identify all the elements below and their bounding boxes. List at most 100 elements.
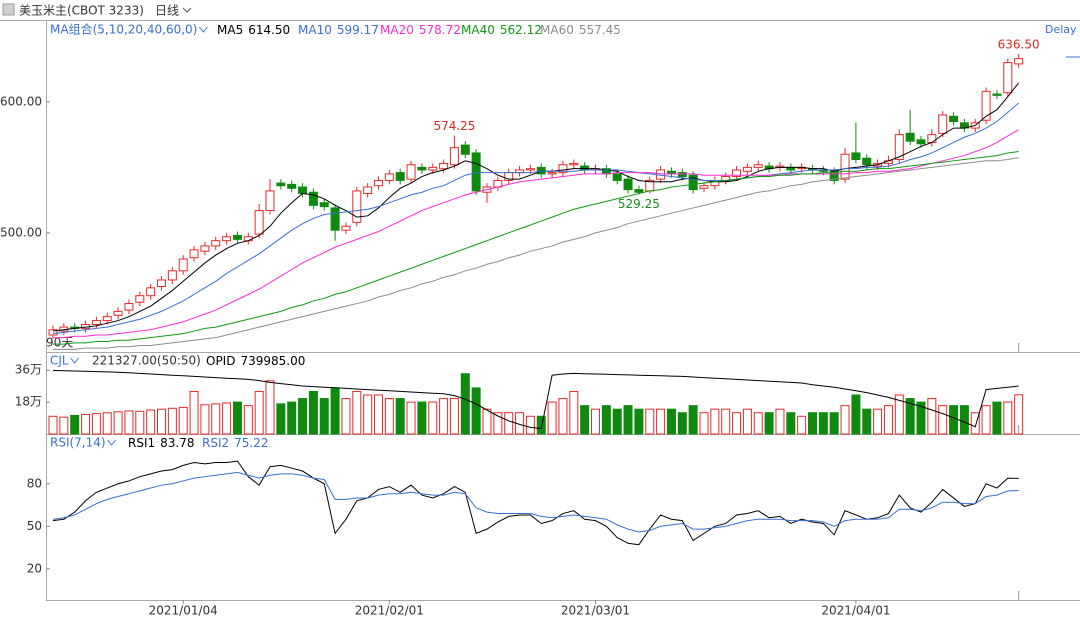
volume-bar bbox=[59, 416, 69, 435]
dropdown-chevron[interactable] bbox=[198, 26, 208, 33]
y-tick-label: 50 bbox=[27, 519, 42, 533]
candle-body bbox=[471, 152, 481, 192]
volume-bar bbox=[243, 405, 253, 435]
legend-value: 562.12 bbox=[500, 23, 542, 37]
volume-bar bbox=[623, 405, 633, 435]
volume-bar bbox=[471, 387, 481, 435]
candle-body bbox=[753, 164, 763, 168]
volume-bar bbox=[699, 412, 709, 435]
candle-body bbox=[634, 189, 644, 193]
volume-bar bbox=[363, 394, 373, 435]
volume-bar bbox=[927, 398, 937, 435]
legend-title: RSI(7,14) bbox=[50, 436, 106, 450]
volume-bar bbox=[330, 387, 340, 435]
volume-bar bbox=[786, 412, 796, 435]
candle-body bbox=[287, 183, 297, 189]
candle-body bbox=[460, 144, 470, 155]
volume-bar bbox=[395, 398, 405, 435]
volume-bar bbox=[265, 380, 275, 435]
volume-bar bbox=[178, 406, 188, 435]
series-line bbox=[53, 150, 1019, 345]
volume-bar bbox=[287, 401, 297, 435]
volume-bar bbox=[384, 398, 394, 435]
candle-body bbox=[558, 164, 568, 174]
candle-body bbox=[189, 249, 199, 259]
volume-bar bbox=[113, 411, 123, 435]
legend-name: MA10 bbox=[298, 23, 332, 37]
candle-body bbox=[265, 190, 275, 212]
candle-body bbox=[298, 186, 308, 195]
volume-bar bbox=[938, 405, 948, 435]
legend-entry: MA20 578.72 bbox=[380, 23, 461, 37]
period-dropdown[interactable] bbox=[182, 7, 192, 13]
candle-body bbox=[222, 236, 232, 242]
volume-bar bbox=[341, 398, 351, 435]
candle-body bbox=[547, 172, 557, 175]
candle-body bbox=[232, 234, 242, 240]
volume-bar bbox=[547, 401, 557, 435]
volume-bar bbox=[167, 407, 177, 435]
legend-entry: MA60 557.45 bbox=[540, 23, 621, 37]
volume-bar bbox=[449, 398, 459, 435]
volume-bar bbox=[439, 398, 449, 435]
candle-body bbox=[927, 134, 937, 143]
volume-bar bbox=[308, 390, 318, 435]
candle-body bbox=[612, 173, 622, 181]
volume-bar bbox=[873, 408, 883, 435]
series-line bbox=[52, 102, 1019, 335]
volume-bar bbox=[883, 405, 893, 435]
volume-bar bbox=[504, 412, 514, 435]
volume-bar bbox=[656, 408, 666, 435]
candle-body bbox=[48, 329, 58, 336]
instrument-title: 美玉米主(CBOT 3233) bbox=[19, 4, 144, 18]
volume-bar bbox=[601, 405, 611, 435]
volume-bar bbox=[232, 401, 242, 435]
volume-bar bbox=[677, 412, 687, 435]
candle-body bbox=[352, 190, 362, 223]
volume-bar bbox=[482, 408, 492, 435]
candle-body bbox=[742, 166, 752, 172]
dropdown-chevron[interactable] bbox=[70, 357, 79, 364]
volume-bar bbox=[580, 405, 590, 435]
x-tick-label: 2021/02/01 bbox=[355, 604, 424, 618]
extreme-label: 636.50 bbox=[998, 38, 1040, 52]
volume-bar bbox=[460, 373, 470, 435]
candle-body bbox=[330, 207, 340, 231]
volume-bar bbox=[721, 408, 731, 435]
dropdown-chevron[interactable] bbox=[107, 439, 116, 446]
candle-body bbox=[905, 132, 915, 142]
candle-body bbox=[677, 172, 687, 178]
volume-bar bbox=[417, 401, 427, 435]
volume-bar bbox=[851, 394, 861, 435]
volume-bar bbox=[710, 408, 720, 435]
series-line bbox=[52, 82, 1020, 332]
extreme-label: 529.25 bbox=[618, 197, 660, 211]
legend-entry: MA5 614.50 bbox=[217, 23, 290, 37]
volume-bar bbox=[298, 398, 308, 435]
legend-value: 221327.00(50:50) bbox=[92, 354, 201, 368]
volume-bar bbox=[732, 412, 742, 435]
candle-body bbox=[938, 114, 948, 134]
candle-body bbox=[417, 166, 427, 171]
candle-body bbox=[157, 279, 166, 288]
candle-body bbox=[276, 182, 286, 187]
volume-bar bbox=[764, 412, 774, 435]
volume-bar bbox=[916, 401, 926, 435]
y-tick-label: 20 bbox=[27, 561, 42, 575]
volume-bar bbox=[949, 405, 959, 435]
volume-bar bbox=[189, 390, 199, 435]
candle-body bbox=[167, 270, 177, 281]
series-line bbox=[52, 369, 1019, 430]
legend-value: 75.22 bbox=[234, 436, 268, 450]
candle-body bbox=[981, 90, 991, 121]
period-selector[interactable]: 日线 bbox=[155, 4, 179, 18]
candle-body bbox=[699, 185, 709, 189]
volume-bar bbox=[536, 415, 546, 435]
candle-body bbox=[840, 153, 850, 180]
volume-bar bbox=[406, 401, 416, 435]
range-label: 90天 bbox=[46, 336, 73, 350]
volume-bar bbox=[666, 408, 676, 435]
volume-bar bbox=[775, 408, 785, 435]
volume-bar bbox=[146, 409, 156, 435]
volume-bar bbox=[797, 415, 807, 435]
